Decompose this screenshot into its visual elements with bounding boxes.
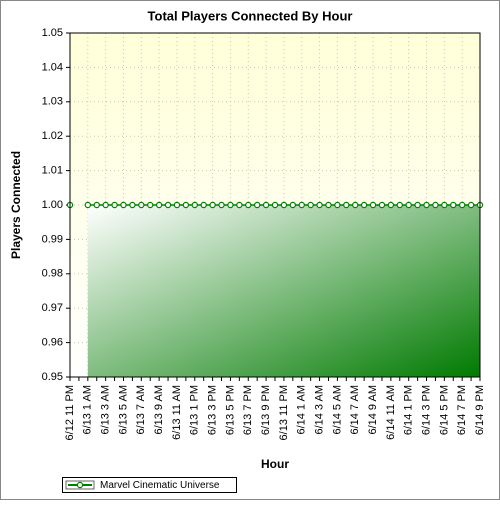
marker <box>191 201 198 209</box>
x-tick-label: 6/13 5 PM <box>224 385 236 435</box>
x-tick-label: 6/13 9 PM <box>260 385 272 435</box>
marker <box>271 201 279 209</box>
marker <box>423 201 430 209</box>
x-tick-label: 6/13 7 AM <box>135 385 147 435</box>
marker <box>138 201 145 209</box>
y-tick-label: 1.03 <box>42 96 63 108</box>
x-axis-label: Hour <box>261 457 289 471</box>
marker <box>129 201 136 209</box>
marker <box>245 201 252 209</box>
y-tick-label: 1.00 <box>42 199 63 211</box>
marker <box>236 201 243 209</box>
y-tick-label: 1.04 <box>42 61 63 73</box>
chart-title: Total Players Connected By Hour <box>148 8 353 23</box>
x-tick-label: 6/14 1 PM <box>403 385 415 435</box>
y-tick-label: 0.96 <box>42 337 63 349</box>
marker <box>343 201 350 209</box>
marker <box>316 201 323 209</box>
marker <box>378 201 386 209</box>
marker <box>307 201 314 209</box>
marker <box>352 201 359 209</box>
x-tick-label: 6/13 1 PM <box>189 385 201 435</box>
marker <box>467 201 475 209</box>
marker <box>396 201 403 209</box>
y-tick-label: 1.02 <box>42 130 63 142</box>
marker <box>111 201 118 209</box>
marker <box>334 201 341 209</box>
x-tick-label: 6/13 11 PM <box>278 385 290 440</box>
x-tick-label: 6/14 1 AM <box>296 385 308 435</box>
legend: Marvel Cinematic Universe <box>62 477 237 493</box>
x-tick-label: 6/14 3 PM <box>420 385 432 435</box>
x-tick-label: 6/14 3 AM <box>313 385 325 435</box>
marker <box>164 201 172 209</box>
marker <box>173 201 181 209</box>
marker <box>325 201 332 209</box>
legend-marker <box>76 481 84 489</box>
marker <box>155 201 163 209</box>
x-tick-label: 6/13 9 AM <box>153 385 165 435</box>
marker <box>227 201 234 209</box>
marker <box>441 201 448 209</box>
x-tick-label: 6/13 7 PM <box>242 385 254 435</box>
y-tick-label: 1.05 <box>42 27 63 39</box>
marker <box>84 201 92 209</box>
x-tick-label: 6/13 3 PM <box>207 385 219 435</box>
x-tick-label: 6/13 1 AM <box>82 385 94 435</box>
marker <box>432 201 439 209</box>
y-axis-label: Players Connected <box>9 151 23 259</box>
y-tick-label: 0.97 <box>42 302 63 314</box>
x-tick-label: 6/13 11 AM <box>171 385 183 440</box>
marker <box>280 201 288 209</box>
y-tick-label: 0.99 <box>42 233 63 245</box>
legend-box <box>62 477 237 493</box>
x-tick-label: 6/13 3 AM <box>100 385 112 435</box>
marker <box>147 201 154 209</box>
marker <box>450 201 457 209</box>
marker <box>102 201 109 209</box>
y-tick-label: 0.95 <box>42 371 63 383</box>
marker <box>200 201 207 209</box>
x-tick-label: 6/14 5 AM <box>331 385 343 435</box>
marker <box>182 201 190 209</box>
y-tick-label: 1.01 <box>42 165 63 177</box>
marker <box>218 201 225 209</box>
y-tick-label: 0.98 <box>42 268 63 280</box>
area <box>87 205 481 377</box>
x-tick-label: 6/14 9 PM <box>474 385 486 435</box>
x-tick-label: 6/14 11 AM <box>385 385 397 440</box>
marker <box>458 201 466 209</box>
x-tick-label: 6/14 5 PM <box>438 385 450 435</box>
legend-label: Marvel Cinematic Universe <box>100 480 220 491</box>
marker <box>120 201 127 209</box>
marker <box>93 201 100 209</box>
x-tick-label: 6/14 9 AM <box>367 385 379 435</box>
marker <box>253 201 261 209</box>
x-tick-label: 6/13 5 AM <box>117 385 129 435</box>
x-tick-label: 6/14 7 PM <box>456 385 468 435</box>
marker <box>209 201 216 209</box>
marker <box>405 201 412 209</box>
marker <box>298 201 305 209</box>
marker <box>262 201 270 209</box>
marker <box>360 201 368 209</box>
x-tick-label: 6/14 7 AM <box>349 385 361 435</box>
marker <box>369 201 377 209</box>
marker <box>387 201 395 209</box>
marker <box>414 201 421 209</box>
marker <box>289 201 297 209</box>
x-tick-label: 6/12 11 PM <box>64 385 76 440</box>
